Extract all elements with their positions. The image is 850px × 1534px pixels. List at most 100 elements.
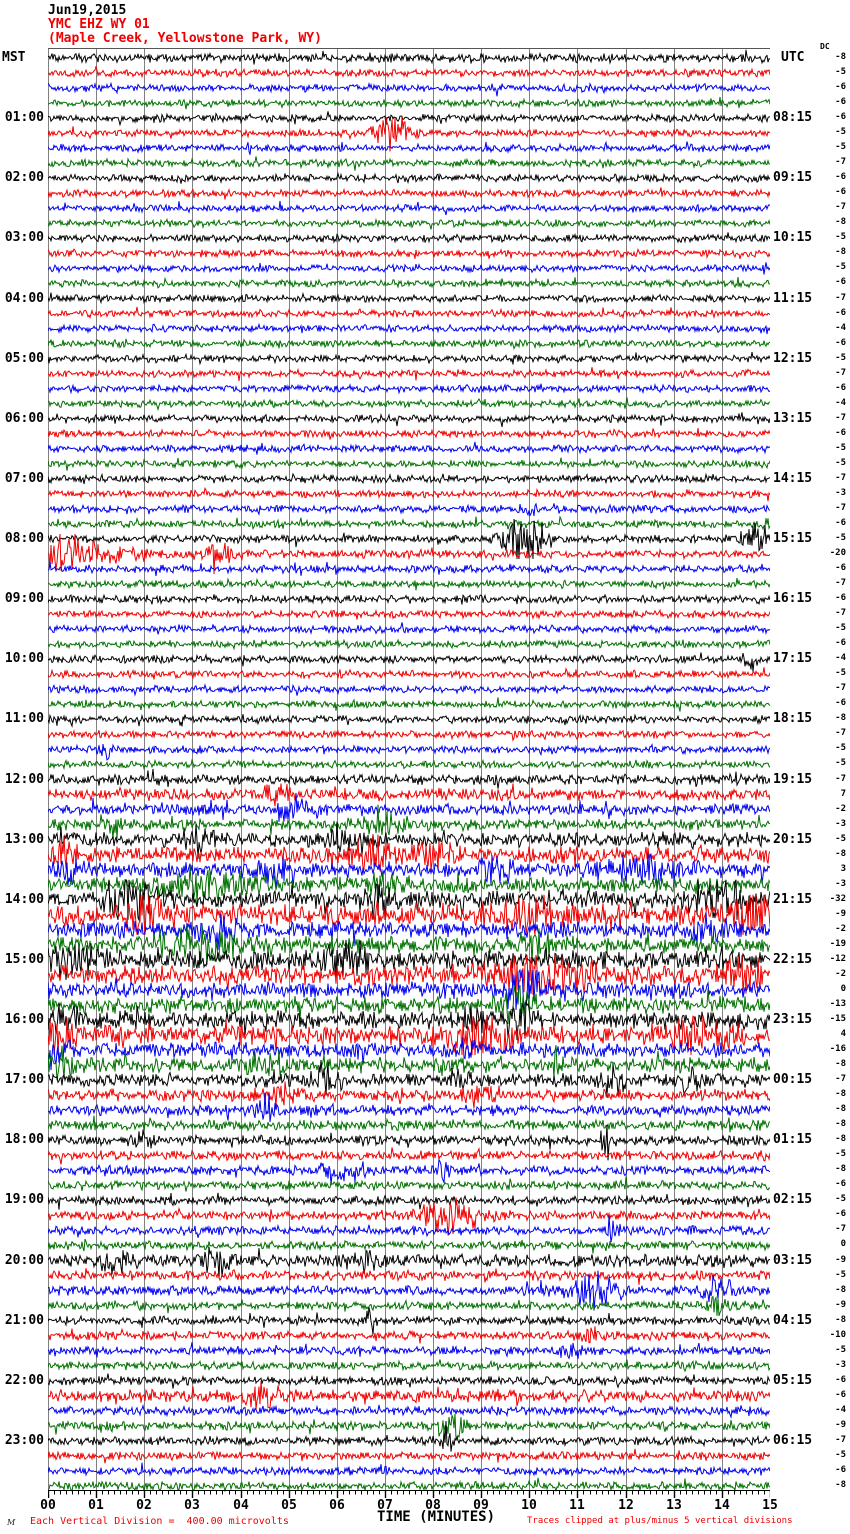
seismic-trace-row-37 — [47, 608, 771, 620]
dc-offset-value: -8 — [835, 1059, 846, 1070]
seismic-trace-row-43 — [47, 697, 771, 712]
utc-hour-label: 03:15 — [773, 1252, 813, 1268]
dc-offset-value: -5 — [835, 1194, 846, 1205]
dc-offset-value: -3 — [835, 878, 846, 889]
seismic-trace-row-34 — [47, 561, 771, 576]
dc-offset-value: -7 — [835, 292, 846, 303]
dc-offset-value: -9 — [835, 1299, 846, 1310]
x-tick-label: 08 — [425, 1498, 441, 1513]
seismic-trace-row-58 — [47, 912, 771, 950]
utc-hour-label: 06:15 — [773, 1432, 813, 1448]
seismic-trace-row-29 — [47, 486, 771, 502]
dc-offset-value: -15 — [829, 1014, 846, 1025]
seismic-trace-row-72 — [47, 1124, 771, 1161]
dc-offset-value: -16 — [829, 1044, 846, 1055]
seismic-trace-row-30 — [47, 502, 771, 517]
dc-offset-value: -3 — [835, 487, 846, 498]
utc-hour-label: 08:15 — [773, 110, 813, 126]
seismic-trace-row-50 — [47, 792, 771, 822]
seismic-trace-row-83 — [47, 1295, 771, 1316]
seismic-trace-row-4 — [47, 111, 770, 127]
dc-offset-value: -6 — [835, 698, 846, 709]
seismic-trace-row-57 — [47, 894, 771, 935]
dc-offset-value: -5 — [835, 67, 846, 78]
x-tick-label: 09 — [473, 1498, 489, 1513]
seismic-trace-row-11 — [47, 217, 771, 230]
seismic-trace-row-10 — [47, 200, 771, 216]
dc-offset-value: -5 — [835, 623, 846, 634]
seismogram-plot-area — [47, 48, 772, 1500]
utc-hour-label: 22:15 — [773, 951, 813, 967]
seismic-trace-row-8 — [47, 171, 771, 184]
seismic-trace-row-19 — [47, 338, 771, 350]
dc-offset-value: -6 — [835, 1389, 846, 1400]
dc-offset-value: -6 — [835, 82, 846, 93]
dc-offset-value: -5 — [835, 1149, 846, 1160]
seismic-trace-row-33 — [47, 533, 771, 575]
utc-hour-label: 18:15 — [773, 711, 813, 727]
seismic-trace-row-69 — [47, 1081, 771, 1109]
mst-hour-label: 23:00 — [4, 1432, 44, 1448]
seismic-trace-row-14 — [47, 262, 771, 275]
mst-hour-label: 08:00 — [4, 531, 44, 546]
seismic-trace-row-32 — [47, 518, 771, 560]
dc-offset-value: -4 — [835, 1404, 846, 1415]
x-tick-label: 04 — [233, 1498, 249, 1513]
mst-hour-label: 17:00 — [4, 1072, 44, 1088]
seismic-trace-row-51 — [47, 804, 771, 839]
dc-offset-value: -5 — [835, 1449, 846, 1460]
x-tick-label: 14 — [714, 1498, 730, 1513]
x-tick-label: 12 — [618, 1498, 634, 1513]
seismic-trace-row-94 — [47, 1462, 771, 1478]
utc-hour-label: 00:15 — [773, 1072, 813, 1088]
dc-offset-value: -32 — [829, 893, 846, 904]
seismic-trace-row-87 — [47, 1359, 771, 1373]
seismic-trace-row-62 — [47, 968, 771, 1011]
dc-offset-value: -6 — [835, 307, 846, 318]
mst-hour-label: 18:00 — [4, 1132, 44, 1148]
dc-offset-value: -6 — [835, 517, 846, 528]
seismic-trace-row-12 — [47, 232, 771, 244]
seismic-trace-row-44 — [47, 713, 771, 729]
mst-hour-label: 09:00 — [4, 591, 44, 607]
dc-offset-value: -8 — [835, 1314, 846, 1325]
utc-hour-label: 13:15 — [773, 410, 813, 426]
mst-hour-label: 21:00 — [4, 1312, 44, 1328]
seismic-trace-row-3 — [47, 96, 771, 110]
mst-hour-label: 16:00 — [4, 1012, 44, 1028]
seismic-trace-row-16 — [47, 291, 771, 305]
seismic-trace-row-85 — [47, 1326, 771, 1344]
dc-offset-value: -6 — [835, 187, 846, 198]
seismic-trace-row-66 — [47, 1037, 771, 1071]
seismic-trace-row-48 — [47, 768, 771, 789]
dc-offset-value: -5 — [835, 442, 846, 453]
utc-hour-label: 09:15 — [773, 170, 813, 186]
utc-hour-label: 12:15 — [773, 350, 813, 366]
seismic-trace-row-46 — [47, 743, 771, 761]
seismic-trace-row-2 — [47, 81, 771, 97]
seismic-trace-row-0 — [47, 49, 771, 65]
seismic-trace-row-90 — [47, 1403, 771, 1419]
dc-offset-value: -8 — [835, 1134, 846, 1145]
seismic-trace-row-73 — [47, 1146, 771, 1165]
dc-offset-value: -7 — [835, 683, 846, 694]
mst-hour-label: 13:00 — [4, 831, 44, 847]
seismic-trace-row-88 — [47, 1373, 771, 1389]
dc-offset-value: -8 — [835, 247, 846, 258]
seismic-trace-row-52 — [47, 821, 771, 859]
x-tick-label: 10 — [521, 1498, 537, 1513]
seismic-trace-row-93 — [47, 1448, 771, 1464]
seismic-trace-row-36 — [47, 593, 771, 606]
dc-offset-value: -7 — [835, 773, 846, 784]
dc-offset-value: -6 — [835, 1179, 846, 1190]
x-tick-label: 07 — [377, 1498, 393, 1513]
dc-offset-value: -9 — [835, 1254, 846, 1265]
dc-offset-value: -5 — [835, 743, 846, 754]
dc-offset-value: -6 — [835, 97, 846, 108]
mst-hour-label: 10:00 — [4, 651, 44, 667]
seismic-trace-row-75 — [47, 1176, 771, 1192]
dc-offset-value: -8 — [835, 1089, 846, 1100]
dc-offset-value: -6 — [835, 277, 846, 288]
seismic-trace-row-22 — [47, 383, 771, 395]
